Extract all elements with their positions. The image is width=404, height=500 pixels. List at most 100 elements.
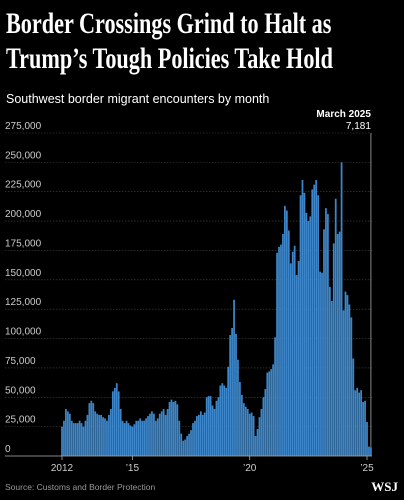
bar [115, 383, 118, 456]
bar [66, 411, 69, 456]
bar [201, 414, 204, 456]
bar [332, 243, 335, 456]
bar [309, 216, 312, 456]
bar [174, 400, 177, 456]
bar [121, 420, 124, 456]
bar [278, 246, 280, 456]
bar [289, 263, 292, 456]
bar [172, 401, 175, 456]
bar [364, 400, 366, 456]
bar [217, 397, 220, 456]
y-tick-label: 250,000 [5, 150, 42, 161]
bar [70, 420, 73, 456]
bar [350, 317, 353, 456]
bar [92, 403, 95, 456]
bar [74, 423, 77, 456]
logo: WSJ [371, 479, 398, 494]
bar [149, 413, 151, 456]
bar [133, 424, 136, 456]
bar [338, 231, 341, 456]
bar [356, 387, 359, 456]
bar [282, 234, 284, 456]
bar [168, 401, 171, 456]
bar [354, 390, 357, 456]
bar [82, 426, 85, 456]
x-tick-label: ’20 [243, 463, 257, 474]
bar [227, 366, 230, 456]
bar [158, 413, 161, 456]
bar [119, 409, 122, 456]
bar [131, 426, 134, 456]
bar [366, 421, 368, 456]
bar [344, 291, 347, 456]
bar [117, 391, 120, 456]
bar [258, 417, 261, 456]
y-tick-label: 225,000 [5, 180, 42, 191]
bar [190, 430, 192, 456]
bar [305, 212, 308, 456]
bar [154, 420, 157, 456]
bar [68, 413, 71, 456]
bar [153, 413, 155, 456]
bar [256, 428, 259, 456]
bar [287, 230, 290, 456]
bar [102, 417, 104, 456]
bar [170, 399, 173, 456]
bar [330, 300, 333, 456]
bar [178, 420, 181, 456]
bar [78, 420, 81, 456]
bar [295, 275, 298, 456]
bar [319, 271, 321, 456]
bar [196, 416, 198, 456]
bar [207, 396, 210, 456]
bar [213, 409, 216, 456]
bar [311, 189, 314, 457]
bar [106, 420, 108, 456]
bar [342, 310, 345, 456]
bar [209, 396, 212, 456]
bar [135, 420, 138, 456]
bar [182, 440, 185, 456]
y-tick-label: 25,000 [5, 415, 36, 426]
bar [360, 390, 363, 456]
bar [90, 400, 93, 456]
y-tick-label: 125,000 [5, 297, 42, 308]
bar [176, 404, 179, 456]
bar [184, 439, 187, 456]
bar [109, 409, 112, 456]
bar [151, 411, 153, 456]
bar [186, 436, 189, 456]
bar [80, 423, 83, 456]
bar [143, 420, 145, 456]
bar [346, 295, 349, 456]
bar [244, 406, 247, 456]
bar [221, 383, 224, 456]
bar [340, 162, 343, 456]
x-tick-label: 2012 [51, 463, 74, 474]
bar [280, 244, 282, 456]
bar [250, 412, 253, 456]
bar [88, 403, 91, 456]
bar [123, 423, 126, 456]
bar [76, 423, 79, 456]
bar [317, 195, 320, 456]
bar [84, 420, 87, 456]
y-tick-label: 200,000 [5, 209, 42, 220]
bar [203, 412, 206, 456]
bar [231, 327, 233, 456]
bar [205, 397, 208, 456]
bar [215, 400, 218, 456]
y-tick-label: 100,000 [5, 327, 42, 338]
bar [307, 221, 310, 456]
bar [223, 385, 226, 456]
y-tick-label: 50,000 [5, 385, 36, 396]
bar [166, 409, 169, 456]
bar [211, 405, 214, 456]
bar [315, 179, 318, 456]
bar [334, 198, 337, 457]
bar [368, 446, 370, 456]
bar [313, 184, 316, 456]
bar [284, 205, 286, 456]
bar [239, 382, 241, 456]
bar [328, 286, 331, 456]
